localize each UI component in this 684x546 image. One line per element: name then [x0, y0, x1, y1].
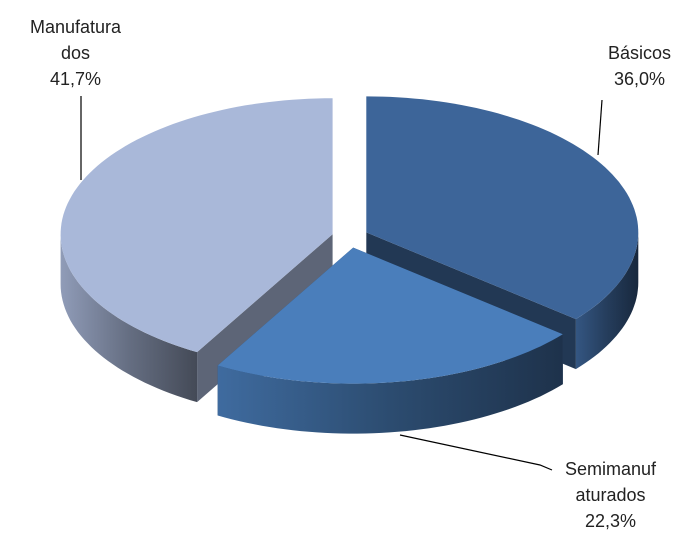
slice-side — [575, 232, 639, 370]
slice — [60, 98, 333, 353]
category-label: Manufaturados — [29, 17, 122, 63]
slice-label: Manufaturados 41,7% — [28, 14, 123, 92]
slice — [366, 96, 639, 320]
slice-label: Básicos 36,0% — [592, 40, 684, 92]
slice — [217, 247, 563, 384]
leader-line — [597, 99, 603, 156]
leader-line — [399, 434, 553, 471]
value-label: 36,0% — [613, 69, 666, 89]
value-label: 22,3% — [584, 511, 637, 531]
leader-lines — [80, 96, 603, 471]
slice-side — [217, 334, 563, 434]
slice-side — [60, 234, 198, 403]
slice-label: Semimanufaturados 22,3% — [563, 456, 658, 534]
category-label: Básicos — [607, 43, 672, 63]
value-label: 41,7% — [49, 69, 102, 89]
category-label: Semimanufaturados — [564, 459, 657, 505]
slices — [60, 96, 639, 434]
